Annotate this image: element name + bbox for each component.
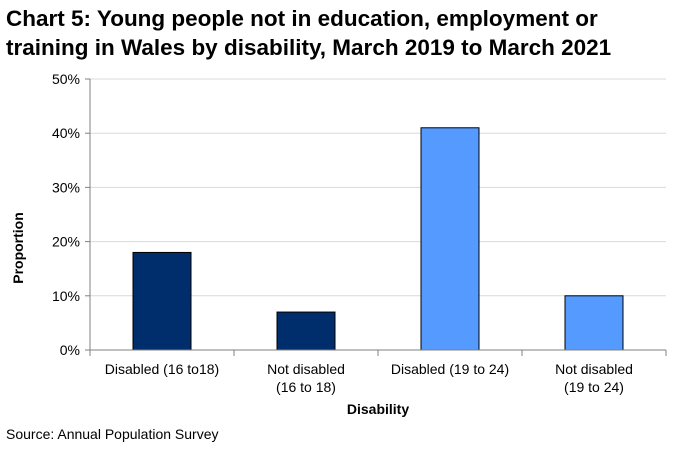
x-tick-label: Disabled (19 to 24) [391, 361, 509, 377]
source-note: Source: Annual Population Survey [6, 426, 219, 442]
y-tick-label: 50% [52, 71, 80, 87]
axes [85, 78, 667, 356]
y-tick-label: 0% [60, 342, 80, 358]
x-tick-label: Disabled (16 to18) [105, 361, 219, 377]
bar [276, 311, 336, 351]
y-tick-label: 20% [52, 234, 80, 250]
y-tick-label: 40% [52, 125, 80, 141]
bar [564, 295, 624, 351]
chart-title-line-1: Chart 5: Young people not in education, … [6, 6, 598, 31]
bar [420, 127, 480, 351]
bars [132, 127, 624, 351]
chart-title-line-2: training in Wales by disability, March 2… [6, 35, 612, 60]
chart-title: Chart 5: Young people not in education, … [6, 4, 676, 62]
bar [132, 251, 192, 351]
y-axis-title: Proportion [10, 212, 26, 284]
y-tick-label: 30% [52, 179, 80, 195]
y-tick-label: 10% [52, 288, 80, 304]
axis-labels: 0% 10% 20% 30% 40% 50% Disabled (16 to18) Not d… [52, 71, 633, 395]
x-tick-label: Not disabled (19 to 24) [555, 361, 633, 395]
x-axis-title: Disability [347, 401, 409, 417]
x-tick-label: Not disabled (16 to 18) [267, 361, 345, 395]
